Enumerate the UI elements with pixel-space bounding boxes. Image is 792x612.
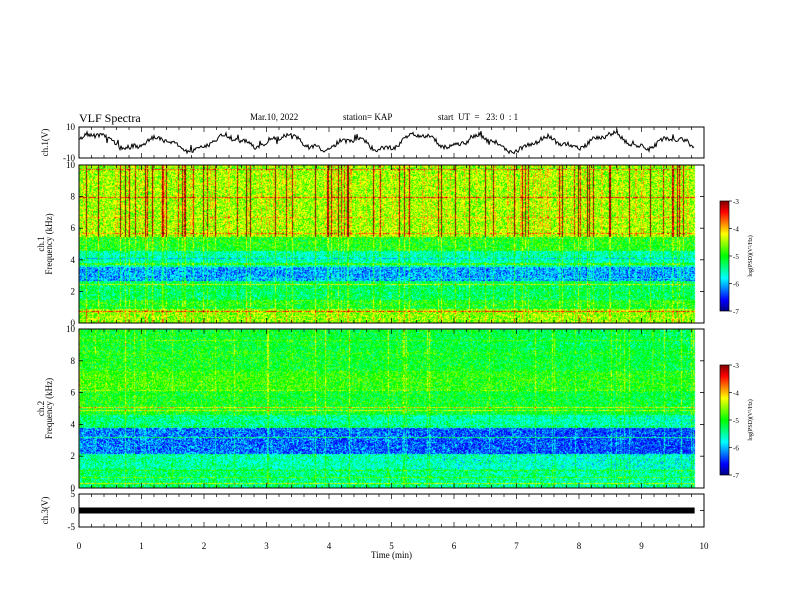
y-tick-label: 8: [71, 356, 76, 366]
x-tick-label: 9: [639, 541, 644, 551]
colorbar: [719, 364, 730, 476]
y-axis-label: ch.3(V): [40, 497, 50, 525]
x-axis-label: Time (min): [371, 550, 412, 560]
x-tick-label: 3: [264, 541, 269, 551]
y-axis-label: ch.1(V): [40, 129, 50, 157]
ch1-waveform-line: [78, 128, 695, 155]
y-tick-label: 0: [71, 483, 76, 493]
y-axis-label: Frequency (kHz): [44, 213, 54, 274]
colorbar-tick-label: -6: [733, 445, 739, 453]
colorbar-label: log(PSD)(V²/Hz): [747, 235, 754, 276]
y-tick-label: 8: [71, 192, 76, 202]
ch1-spectrogram-image: [79, 165, 704, 323]
y-tick-label: 4: [71, 419, 76, 429]
y-axis-label: ch.2: [36, 401, 46, 416]
ch3-waveform-line: [79, 507, 695, 514]
y-tick-label: 4: [71, 255, 76, 265]
x-tick-label: 10: [700, 541, 710, 551]
start-ut-label: start UT = 23: 0 : 1: [438, 112, 519, 122]
y-tick-label: 2: [71, 286, 76, 296]
y-tick-label: 6: [71, 388, 76, 398]
y-tick-label: 10: [66, 122, 76, 132]
y-tick-label: 5: [71, 489, 76, 499]
ch2-spectrogram-image: [79, 329, 704, 488]
y-tick-label: 2: [71, 451, 76, 461]
colorbar-tick-label: -5: [733, 253, 739, 261]
colorbar-tick-label: -7: [733, 472, 739, 480]
y-tick-label: 6: [71, 223, 76, 233]
y-tick-label: -10: [63, 153, 75, 163]
colorbar-tick-label: -3: [733, 362, 739, 370]
x-tick-label: 4: [327, 541, 332, 551]
y-tick-label: 0: [71, 318, 76, 328]
colorbar: [719, 200, 730, 312]
y-axis-label: Frequency (kHz): [44, 378, 54, 439]
y-axis-label: ch.1: [36, 236, 46, 251]
y-tick-label: 0: [71, 506, 76, 516]
x-tick-label: 7: [514, 541, 519, 551]
colorbar-label: log(PSD)(V²/Hz): [747, 399, 754, 440]
station-label: station= KAP: [343, 112, 393, 122]
colorbar-tick-label: -7: [733, 308, 739, 316]
colorbar-tick-label: -6: [733, 281, 739, 289]
x-tick-label: 1: [139, 541, 144, 551]
y-tick-label: -5: [68, 522, 76, 532]
x-tick-label: 6: [452, 541, 457, 551]
y-tick-label: 10: [66, 324, 76, 334]
colorbar-tick-label: -5: [733, 417, 739, 425]
x-tick-label: 5: [389, 541, 394, 551]
figure-title: VLF Spectra: [79, 111, 141, 125]
x-tick-label: 8: [577, 541, 582, 551]
colorbar-tick-label: -4: [733, 226, 739, 234]
y-tick-label: 10: [66, 160, 76, 170]
x-tick-label: 0: [77, 541, 82, 551]
colorbar-tick-label: -4: [733, 390, 739, 398]
colorbar-tick-label: -3: [733, 198, 739, 206]
date-label: Mar.10, 2022: [250, 112, 299, 122]
x-tick-label: 2: [202, 541, 207, 551]
